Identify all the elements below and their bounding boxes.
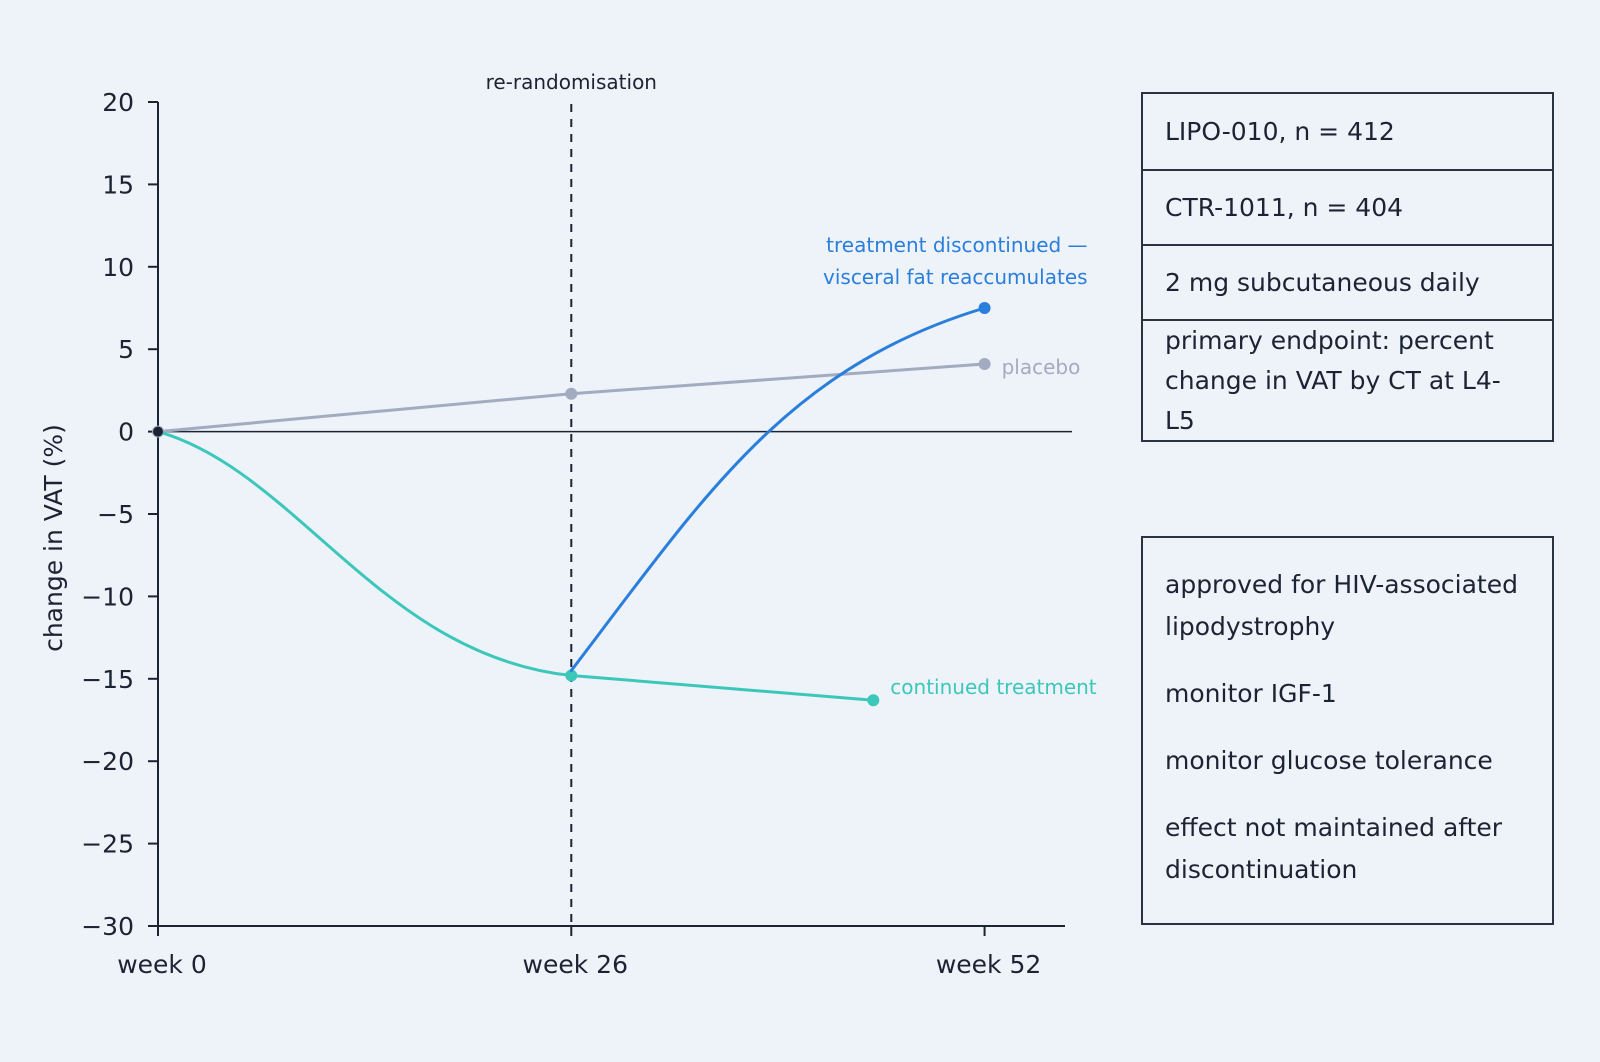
trial-info-box: LIPO-010, n = 412 CTR-1011, n = 404 2 mg…	[1141, 92, 1554, 442]
continued-treatment-series-line	[156, 430, 875, 702]
line-chart: 20 15 10 5 0 −5 −10 −15 −20 −25 −30 week 0 week 26 we…	[39, 70, 1097, 979]
y-axis-title: change in VAT (%)	[39, 424, 68, 652]
placebo-series-point	[978, 358, 991, 371]
placebo-label: placebo	[1002, 355, 1081, 379]
origin-point	[153, 426, 163, 437]
x-tick-label: week 52	[936, 950, 1041, 979]
y-tick-label: 0	[118, 418, 134, 447]
y-tick-label: 15	[102, 170, 134, 199]
discontinued-series-point	[978, 302, 991, 314]
chart-series: placebo continued treatment treatment disc…	[152, 233, 1097, 707]
y-tick-label: 5	[118, 335, 134, 364]
primary-endpoint-row: primary endpoint: percent change in VAT …	[1143, 319, 1552, 440]
y-tick-label: −25	[81, 830, 134, 859]
y-tick-label: −10	[81, 582, 134, 611]
y-tick-label: −5	[97, 500, 134, 529]
discontinued-series-line	[569, 306, 987, 673]
note-igf1: monitor IGF-1	[1165, 679, 1337, 708]
y-tick-label: −30	[81, 912, 134, 941]
continued-treatment-label: continued treatment	[890, 675, 1097, 699]
y-tick-label: 10	[102, 253, 134, 282]
chart-axes: 20 15 10 5 0 −5 −10 −15 −20 −25 −30 week 0 week 26 we…	[81, 70, 1072, 979]
discontinued-label-line: visceral fat reaccumulates	[823, 265, 1088, 289]
trial-row-2: CTR-1011, n = 404	[1143, 169, 1552, 244]
placebo-series-point	[565, 387, 578, 400]
notes-box: approved for HIV-associated lipodystroph…	[1141, 536, 1554, 925]
continued-treatment-series-point	[867, 694, 880, 707]
re-randomisation-label: re-randomisation	[486, 70, 657, 94]
continued-treatment-series-point	[565, 669, 578, 682]
x-tick-label: week 0	[117, 950, 207, 979]
y-tick-label: 20	[102, 88, 134, 117]
discontinued-label-line: treatment discontinued —	[826, 233, 1087, 257]
x-tick-label: week 26	[523, 950, 628, 979]
note-discontinuation: effect not maintained after discontinuat…	[1165, 813, 1503, 884]
dosing-row: 2 mg subcutaneous daily	[1143, 244, 1552, 319]
y-tick-label: −20	[81, 747, 134, 776]
trial-row-1: LIPO-010, n = 412	[1165, 116, 1395, 146]
note-glucose: monitor glucose tolerance	[1165, 746, 1493, 775]
y-tick-label: −15	[81, 665, 134, 694]
note-approval: approved for HIV-associated lipodystroph…	[1165, 570, 1518, 641]
